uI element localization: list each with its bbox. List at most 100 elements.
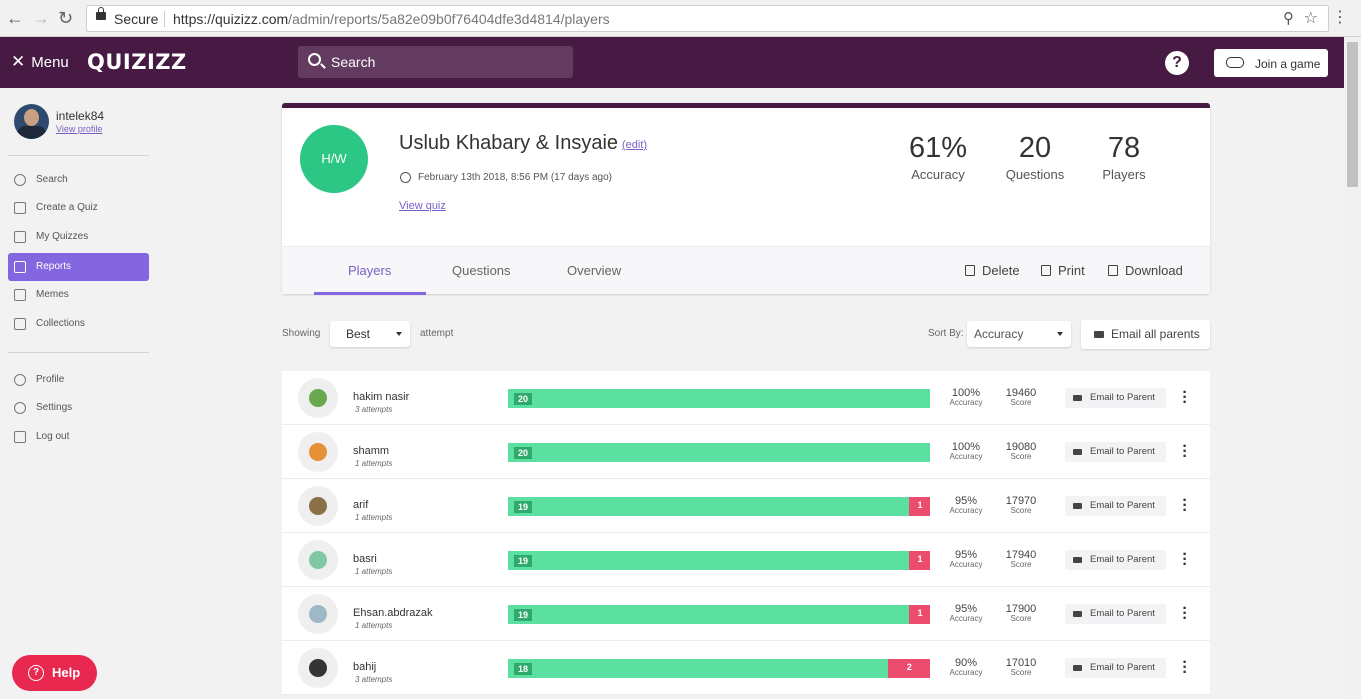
sidebar-item-settings[interactable]: Settings (8, 394, 149, 422)
incorrect-segment (908, 551, 930, 570)
sidebar-item-collections[interactable]: Collections (8, 310, 149, 338)
attempt-label: attempt (420, 328, 454, 339)
avatar[interactable] (14, 104, 49, 139)
quizizz-logo[interactable]: QUIZIZZ (87, 50, 187, 74)
envelope-icon (1073, 665, 1082, 671)
report-tabs: Players Questions Overview Delete Print … (282, 246, 1210, 295)
menu-button[interactable]: ✕ Menu (11, 52, 69, 71)
player-name[interactable]: shamm (353, 445, 390, 457)
attempt-select[interactable]: Best (330, 321, 410, 347)
more-options-icon[interactable]: · · · (1182, 384, 1188, 411)
bar-chart-icon (14, 261, 26, 273)
help-button[interactable]: ? Help (12, 655, 97, 691)
sidebar-item-profile[interactable]: Profile (8, 366, 149, 394)
join-game-button[interactable]: Join a game (1214, 49, 1328, 77)
player-name[interactable]: Ehsan.abdrazak (353, 607, 433, 619)
plus-square-icon (14, 202, 26, 214)
user-icon (14, 374, 26, 386)
stat-accuracy: 61% Accuracy (908, 132, 968, 182)
table-row[interactable]: bahij 3 attempts 18 2 90% Accuracy 17010 S… (282, 641, 1210, 695)
more-options-icon[interactable]: · · · (1182, 438, 1188, 465)
url-text: https://quizizz.com/admin/reports/5a82e0… (173, 11, 610, 27)
player-accuracy: 95% Accuracy (949, 549, 983, 569)
scrollbar-thumb[interactable] (1347, 42, 1358, 187)
sidebar-item-search[interactable]: Search (8, 166, 149, 194)
quiz-badge: H/W (300, 125, 368, 193)
sort-by-label: Sort By: (928, 328, 964, 339)
download-button[interactable]: Download (1108, 263, 1183, 278)
player-score: 17940 Score (1005, 549, 1037, 569)
email-parent-button[interactable]: Email to Parent (1065, 496, 1166, 516)
correct-count: 20 (514, 393, 533, 405)
email-parent-button[interactable]: Email to Parent (1065, 388, 1166, 408)
tab-overview[interactable]: Overview (567, 263, 622, 278)
sidebar-item-memes[interactable]: Memes (8, 281, 149, 309)
quiz-date: February 13th 2018, 8:56 PM (17 days ago… (418, 172, 613, 183)
delete-button[interactable]: Delete (965, 263, 1020, 278)
address-bar[interactable]: Secure https://quizizz.com/admin/reports… (86, 5, 1329, 32)
view-profile-link[interactable]: View profile (56, 124, 103, 134)
table-row[interactable]: Ehsan.abdrazak 1 attempts 19 1 95% Accura… (282, 587, 1210, 641)
reload-icon[interactable]: ↻ (58, 8, 74, 28)
table-row[interactable]: shamm 1 attempts 20 100% Accuracy 19080 Sc… (282, 425, 1210, 479)
more-options-icon[interactable]: · · · (1182, 546, 1188, 573)
email-all-parents-button[interactable]: Email all parents (1081, 320, 1210, 349)
player-attempts: 1 attempts (355, 513, 393, 522)
player-name[interactable]: basri (353, 553, 377, 565)
report-header-card: H/W Uslub Khabary & Insyaie (edit) Febru… (282, 103, 1210, 295)
sidebar-item-log-out[interactable]: Log out (8, 423, 149, 451)
divider (8, 155, 149, 156)
incorrect-count: 2 (906, 662, 912, 672)
app-header: ✕ Menu QUIZIZZ Search ? Join a game (0, 37, 1344, 88)
tab-players[interactable]: Players (348, 263, 392, 278)
sidebar-item-reports[interactable]: Reports (8, 253, 149, 281)
more-options-icon[interactable]: · · · (1182, 492, 1188, 519)
more-options-icon[interactable]: · · · (1182, 654, 1188, 681)
help-icon[interactable]: ? (1165, 51, 1189, 75)
player-score: 17010 Score (1005, 657, 1037, 677)
player-name[interactable]: bahij (353, 661, 377, 673)
correct-count: 18 (514, 663, 533, 675)
sidebar-item-create-quiz[interactable]: Create a Quiz (8, 194, 149, 222)
email-parent-button[interactable]: Email to Parent (1065, 442, 1166, 462)
incorrect-count: 1 (917, 608, 923, 618)
star-icon[interactable]: ☆ (1303, 10, 1318, 27)
more-options-icon[interactable]: · · · (1182, 600, 1188, 627)
table-row[interactable]: basri 1 attempts 19 1 95% Accuracy 17940 S… (282, 533, 1210, 587)
player-score: 17900 Score (1005, 603, 1037, 623)
player-name[interactable]: arif (353, 499, 369, 511)
logout-icon (14, 431, 26, 443)
scrollbar[interactable] (1344, 37, 1361, 699)
player-attempts: 1 attempts (355, 459, 393, 468)
player-attempts: 3 attempts (355, 405, 393, 414)
browser-menu-icon[interactable]: ⋮ (1332, 9, 1348, 26)
zoom-icon[interactable]: ⚲ (1283, 10, 1294, 27)
username: intelek84 (56, 109, 105, 123)
result-bar: 19 1 (508, 551, 930, 570)
image-icon (14, 289, 26, 301)
print-button[interactable]: Print (1041, 263, 1085, 278)
player-attempts: 1 attempts (355, 621, 393, 630)
email-parent-button[interactable]: Email to Parent (1065, 550, 1166, 570)
stat-questions: 20 Questions (1005, 132, 1065, 182)
view-quiz-link[interactable]: View quiz (399, 200, 446, 212)
incorrect-count: 1 (917, 500, 923, 510)
incorrect-segment (887, 659, 930, 678)
search-input[interactable]: Search (298, 46, 573, 78)
correct-segment (508, 659, 888, 678)
secure-label: Secure (114, 11, 159, 27)
sort-select[interactable]: Accuracy (967, 321, 1071, 347)
close-icon: ✕ (11, 52, 26, 71)
sidebar-item-my-quizzes[interactable]: My Quizzes (8, 223, 149, 251)
table-row[interactable]: hakim nasir 3 attempts 20 100% Accuracy 1… (282, 371, 1210, 425)
table-row[interactable]: arif 1 attempts 19 1 95% Accuracy 17970 Sc… (282, 479, 1210, 533)
showing-label: Showing (282, 328, 321, 339)
edit-link[interactable]: (edit) (622, 139, 648, 151)
back-arrow-icon[interactable]: ← (6, 8, 24, 28)
player-name[interactable]: hakim nasir (353, 391, 410, 403)
email-parent-button[interactable]: Email to Parent (1065, 604, 1166, 624)
player-accuracy: 95% Accuracy (949, 495, 983, 515)
email-parent-button[interactable]: Email to Parent (1065, 658, 1166, 678)
forward-arrow-icon[interactable]: → (32, 8, 50, 28)
tab-questions[interactable]: Questions (452, 263, 511, 278)
